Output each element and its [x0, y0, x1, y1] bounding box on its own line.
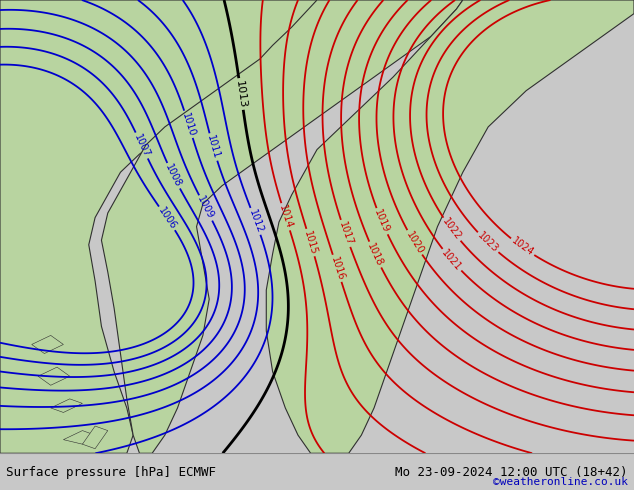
Text: 1024: 1024: [510, 236, 535, 258]
Text: 1018: 1018: [365, 242, 385, 268]
Polygon shape: [51, 399, 82, 413]
Text: 1010: 1010: [180, 111, 197, 138]
Text: Surface pressure [hPa] ECMWF: Surface pressure [hPa] ECMWF: [6, 466, 216, 479]
Text: Mo 23-09-2024 12:00 UTC (18+42): Mo 23-09-2024 12:00 UTC (18+42): [395, 466, 628, 479]
Polygon shape: [82, 426, 108, 449]
Text: 1014: 1014: [277, 203, 294, 230]
Text: 1016: 1016: [328, 255, 346, 281]
Text: 1013: 1013: [234, 79, 248, 109]
Text: 1012: 1012: [247, 208, 264, 235]
Text: 1022: 1022: [440, 217, 463, 243]
Text: 1006: 1006: [156, 205, 178, 231]
Text: 1011: 1011: [205, 134, 221, 160]
Polygon shape: [101, 0, 463, 453]
Polygon shape: [63, 431, 95, 444]
Text: ©weatheronline.co.uk: ©weatheronline.co.uk: [493, 477, 628, 487]
Polygon shape: [38, 367, 70, 385]
Text: 1007: 1007: [132, 132, 152, 159]
Text: 1021: 1021: [440, 247, 463, 272]
Text: 1008: 1008: [164, 163, 183, 189]
Text: 1023: 1023: [476, 230, 500, 255]
Text: 1020: 1020: [404, 229, 425, 256]
Text: 1019: 1019: [372, 208, 391, 235]
Polygon shape: [32, 335, 63, 354]
Text: 1009: 1009: [196, 195, 216, 221]
Polygon shape: [0, 0, 342, 453]
Text: 1017: 1017: [337, 220, 354, 247]
Text: 1015: 1015: [302, 229, 319, 256]
Polygon shape: [266, 0, 634, 453]
